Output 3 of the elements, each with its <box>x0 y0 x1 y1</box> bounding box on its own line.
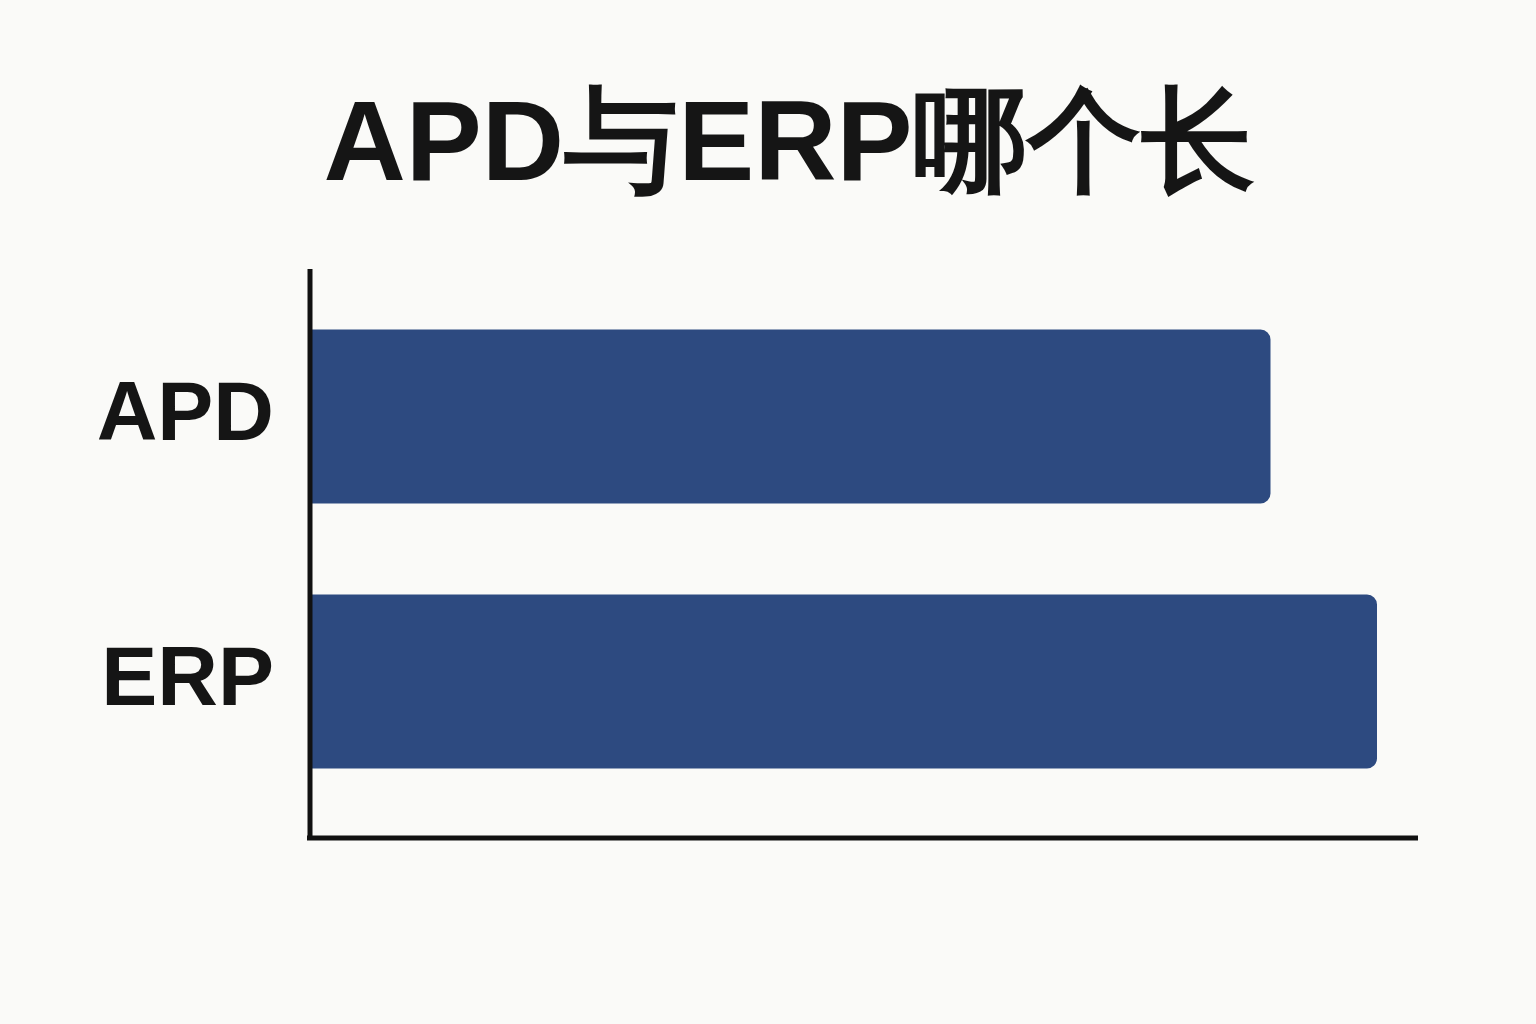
chart-title: APD与ERP哪个长 <box>322 77 1256 204</box>
y-tick-label: ERP <box>101 628 274 723</box>
y-tick-label: APD <box>96 363 274 458</box>
